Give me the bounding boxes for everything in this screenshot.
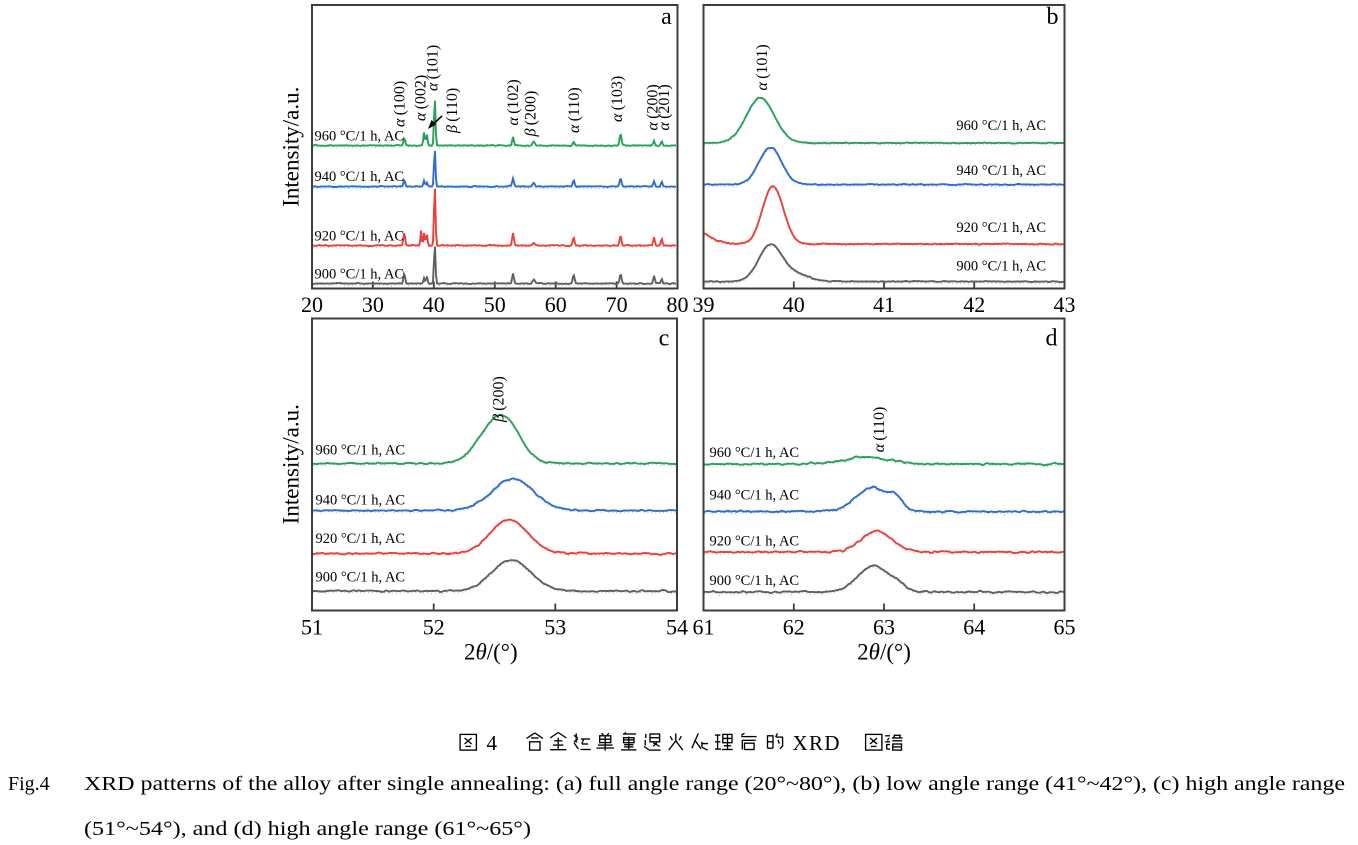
svg-text:α (102): α (102) [505, 79, 522, 125]
svg-text:54: 54 [666, 615, 688, 640]
svg-text:52: 52 [423, 615, 445, 640]
svg-text:α (101): α (101) [424, 45, 441, 91]
svg-text:β (110): β (110) [444, 88, 461, 134]
svg-text:Intensity/a.u.: Intensity/a.u. [279, 404, 304, 524]
svg-text:64: 64 [963, 615, 985, 640]
svg-text:a: a [661, 4, 672, 30]
svg-text:920 °C/1 h, AC: 920 °C/1 h, AC [710, 534, 800, 550]
svg-text:β (200): β (200) [491, 376, 508, 423]
svg-text:50: 50 [484, 292, 506, 317]
svg-text:c: c [659, 326, 670, 352]
svg-text:70: 70 [606, 292, 628, 317]
svg-text:α (002): α (002) [413, 75, 430, 121]
svg-text:α (100): α (100) [391, 81, 408, 127]
svg-text:960 °C/1 h, AC: 960 °C/1 h, AC [956, 118, 1046, 134]
svg-text:40: 40 [423, 292, 445, 317]
svg-text:2θ/(°): 2θ/(°) [857, 640, 911, 665]
svg-text:62: 62 [783, 615, 805, 640]
svg-text:61: 61 [693, 615, 715, 640]
svg-text:XRD patterns of the alloy afte: XRD patterns of the alloy after single a… [84, 773, 1345, 795]
svg-text:b: b [1047, 4, 1059, 30]
svg-text:(51°~54°), and (d) high angle: (51°~54°), and (d) high angle range (61°… [84, 818, 531, 840]
svg-text:40: 40 [783, 292, 805, 317]
svg-text:900 °C/1 h, AC: 900 °C/1 h, AC [710, 573, 800, 589]
svg-text:920 °C/1 h, AC: 920 °C/1 h, AC [315, 229, 405, 245]
svg-text:940 °C/1 h, AC: 940 °C/1 h, AC [315, 169, 405, 185]
svg-text:900 °C/1 h, AC: 900 °C/1 h, AC [315, 267, 405, 283]
svg-text:53: 53 [544, 615, 566, 640]
svg-text:940 °C/1 h, AC: 940 °C/1 h, AC [956, 163, 1046, 179]
svg-text:42: 42 [963, 292, 985, 317]
svg-text:d: d [1046, 326, 1058, 352]
svg-text:4: 4 [487, 731, 498, 755]
svg-text:920 °C/1 h, AC: 920 °C/1 h, AC [956, 220, 1046, 236]
svg-text:43: 43 [1054, 292, 1076, 317]
svg-text:60: 60 [545, 292, 567, 317]
svg-text:940 °C/1 h, AC: 940 °C/1 h, AC [316, 493, 406, 509]
svg-text:XRD: XRD [793, 731, 840, 755]
svg-text:Intensity/a.u.: Intensity/a.u. [279, 87, 304, 207]
svg-text:α (103): α (103) [609, 76, 626, 122]
svg-text:30: 30 [362, 292, 384, 317]
svg-text:β (200): β (200) [523, 91, 540, 138]
svg-text:960 °C/1 h, AC: 960 °C/1 h, AC [315, 129, 405, 145]
svg-text:α (200): α (200) [645, 84, 662, 130]
svg-text:80: 80 [667, 292, 689, 317]
svg-text:63: 63 [873, 615, 895, 640]
svg-text:920 °C/1 h, AC: 920 °C/1 h, AC [316, 531, 406, 547]
svg-text:900 °C/1 h, AC: 900 °C/1 h, AC [956, 259, 1046, 275]
svg-text:α (110): α (110) [871, 407, 888, 453]
svg-text:51: 51 [301, 615, 323, 640]
svg-text:940 °C/1 h, AC: 940 °C/1 h, AC [710, 488, 800, 504]
svg-text:Fig.4: Fig.4 [8, 773, 50, 795]
svg-text:41: 41 [873, 292, 895, 317]
svg-text:65: 65 [1054, 615, 1076, 640]
svg-text:2θ/(°): 2θ/(°) [464, 640, 518, 665]
svg-text:α (101): α (101) [754, 44, 771, 90]
svg-text:α (110): α (110) [566, 87, 583, 133]
svg-text:960 °C/1 h, AC: 960 °C/1 h, AC [710, 445, 800, 461]
svg-text:α (201): α (201) [656, 84, 673, 130]
svg-text:39: 39 [693, 292, 715, 317]
svg-text:960 °C/1 h, AC: 960 °C/1 h, AC [316, 443, 406, 459]
svg-text:20: 20 [301, 292, 323, 317]
svg-text:900 °C/1 h, AC: 900 °C/1 h, AC [316, 570, 406, 586]
